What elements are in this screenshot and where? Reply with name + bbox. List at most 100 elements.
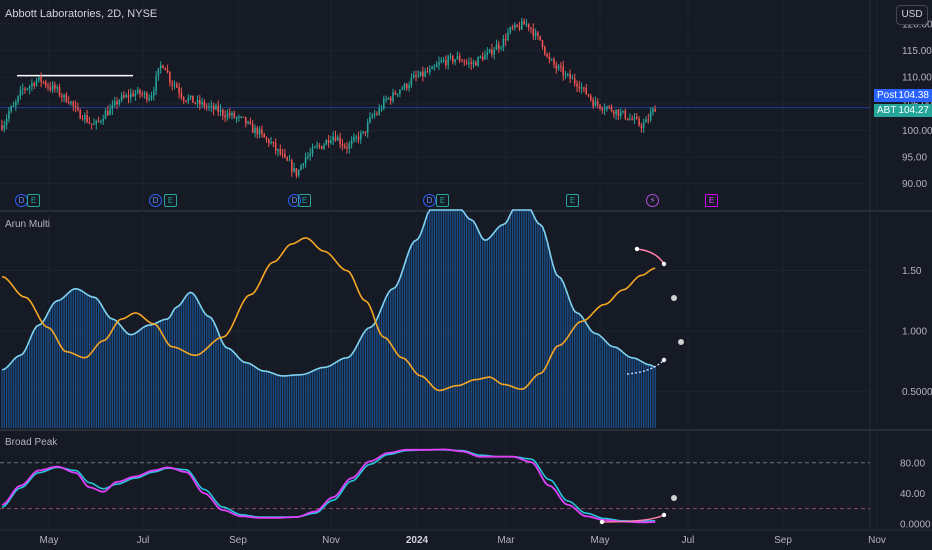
dividend-icon[interactable]: D — [149, 194, 162, 207]
candle-body — [389, 97, 392, 101]
candle-body — [495, 44, 498, 50]
candle-body — [176, 84, 178, 88]
candle-body — [33, 83, 35, 86]
projection-dot — [661, 261, 667, 267]
candle-body — [624, 110, 627, 119]
earnings-icon[interactable]: E — [566, 194, 579, 207]
time-label: Jul — [682, 535, 695, 546]
candle-body — [86, 115, 88, 123]
pane-separator[interactable] — [0, 429, 932, 431]
candle-body — [93, 123, 95, 125]
candle-body — [350, 140, 353, 145]
candle-body — [539, 35, 541, 41]
candle-body — [585, 87, 587, 95]
candle-body — [369, 116, 371, 123]
candle-body — [15, 102, 17, 106]
candle-body — [330, 140, 332, 143]
candle-body — [378, 108, 380, 115]
candle-body — [180, 92, 183, 98]
candle-body — [26, 88, 29, 90]
earnings-icon[interactable]: E — [298, 194, 311, 207]
candle-body — [314, 146, 316, 148]
earnings-icon[interactable]: E — [27, 194, 40, 207]
earnings-icon[interactable]: E — [164, 194, 177, 207]
candle-body — [511, 27, 514, 29]
candle-body — [583, 87, 585, 89]
dividend-icon[interactable]: D — [423, 194, 436, 207]
candle-body — [215, 105, 217, 110]
candle-body — [90, 123, 93, 125]
marker-dot — [671, 295, 677, 301]
candle-body — [113, 101, 116, 106]
arun-tick-label: 0.5000 — [902, 387, 932, 398]
candle-body — [553, 59, 555, 65]
candle-body — [493, 49, 495, 55]
candle-body — [654, 108, 656, 112]
candle-body — [21, 88, 24, 90]
candle-body — [148, 98, 150, 100]
pane-separator[interactable] — [0, 210, 932, 212]
candle-body — [479, 56, 482, 58]
broad-peak-title: Broad Peak — [5, 437, 58, 448]
candle-body — [261, 129, 263, 134]
candle-body — [560, 66, 562, 68]
candle-body — [238, 116, 240, 118]
candle-body — [189, 95, 192, 98]
candle-body — [134, 93, 137, 97]
currency-button[interactable]: USD — [896, 5, 928, 25]
candle-body — [544, 46, 546, 54]
candle-body — [488, 49, 491, 53]
candle-body — [173, 84, 176, 86]
candle-body — [355, 136, 357, 138]
candle-body — [435, 64, 438, 68]
candle-body — [219, 109, 222, 112]
earnings-icon[interactable]: E — [436, 194, 449, 207]
arun-multi-title: Arun Multi — [5, 219, 51, 230]
post-value: 104.38 — [898, 90, 929, 101]
candle-body — [67, 102, 70, 104]
candle-body — [247, 121, 249, 124]
candle-body — [270, 141, 272, 144]
candle-body — [599, 104, 601, 109]
candle-body — [54, 84, 56, 89]
candle-body — [311, 147, 314, 154]
candle-body — [95, 120, 98, 124]
marker-dot — [678, 339, 684, 345]
candle-body — [339, 137, 341, 144]
candle-body — [438, 62, 440, 65]
candle-body — [256, 127, 259, 135]
candle-body — [240, 116, 242, 118]
candle-body — [523, 21, 525, 25]
candle-body — [383, 98, 385, 109]
candle-body — [102, 119, 104, 121]
future-earnings-icon[interactable]: E — [705, 194, 718, 207]
candle-body — [371, 115, 374, 117]
split-bolt-icon[interactable]: ⚡ — [646, 194, 659, 207]
candle-body — [309, 153, 311, 157]
candle-body — [291, 160, 293, 172]
candle-body — [136, 89, 139, 94]
candle-body — [226, 113, 229, 118]
candle-body — [182, 97, 185, 101]
candle-body — [456, 56, 459, 60]
candle-body — [44, 81, 47, 86]
candle-body — [429, 69, 431, 72]
candle-body — [279, 149, 282, 154]
candle-body — [272, 141, 275, 143]
candle-body — [498, 44, 500, 49]
dividend-icon[interactable]: D — [288, 194, 301, 207]
candle-body — [332, 136, 334, 141]
price-tick-label: 115.00 — [902, 46, 932, 57]
candle-body — [123, 95, 125, 98]
candle-body — [251, 123, 254, 133]
candle-body — [463, 61, 466, 63]
candle-body — [157, 68, 160, 77]
candle-body — [507, 32, 509, 41]
candle-body — [334, 136, 337, 141]
broad-peak-pane — [1, 448, 677, 525]
candle-body — [576, 83, 578, 87]
candle-body — [376, 114, 378, 116]
candle-body — [396, 93, 399, 95]
candle-body — [401, 88, 403, 90]
